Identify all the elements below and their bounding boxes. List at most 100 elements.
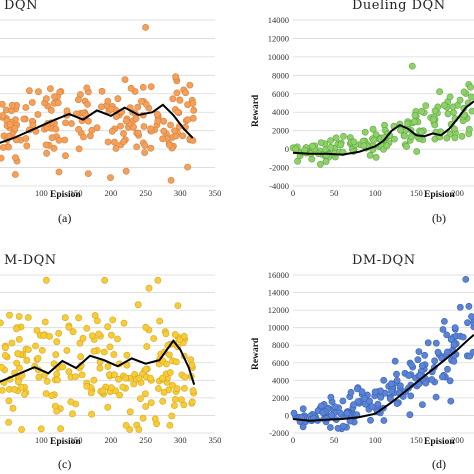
panel-a-data-point [134,103,142,111]
panel-a-caption: (a) [58,211,71,225]
panel-b-data-point [350,138,358,146]
panel-d-data-point [290,409,298,417]
panel-b-y-ticks: -4000 -2000 0 2000 4000 6000 8000 10000 12000 140… [268,15,289,191]
panel-b-data-point [366,151,374,159]
panel-c-data-point [135,374,143,382]
panel-b-x-tick-label: 100 [369,188,382,198]
panel-a-data-point [189,137,197,144]
panel-a-data-point [84,170,92,177]
panel-d-data-point [459,333,467,341]
panel-b-data-point [468,93,474,101]
panel-c-data-point [8,339,16,347]
panel-c-data-point [109,316,117,324]
panel-a-data-point [167,121,174,129]
panel-b-y-tick-label: 12000 [268,33,289,43]
panel-b-data-point [446,93,454,101]
panel-c-data-point [43,276,50,284]
panel-b-data-point [467,83,474,91]
panel-a-data-point [0,154,5,162]
panel-a-data-point [87,132,94,140]
panel-d-data-point [377,387,384,395]
panel-a-data-point [11,171,19,178]
panel-a-data-point [35,88,42,96]
panel-c-data-point [21,390,28,398]
panel-d-title: DM-DQN [352,253,416,268]
panel-d-data-point [327,393,335,401]
panel-b-x-tick-label: 0 [291,188,295,198]
panel-d-data-point [450,341,458,348]
panel-c-data-point [0,363,5,371]
panel-c-x-tick-label: 100 [35,435,48,445]
panel-d-y-tick-label: 14000 [268,288,289,298]
panel-c-data-point [142,366,150,373]
panel-d-x-tick-label: 0 [291,435,295,445]
panel-a-data-point [111,138,118,146]
panel-b-data-point [337,141,345,149]
panel-c: M-DQN 100 150 200 250 300 350 Epision (c) [0,253,221,471]
panel-b-y-tick-label: 14000 [268,15,289,25]
panel-a-data-point [75,145,83,153]
panel-c-data-point [174,302,182,309]
panel-d-data-point [387,380,395,388]
panel-c-data-point [6,311,13,319]
panel-a-data-point [28,99,36,106]
panel-b-caption: (b) [432,211,446,225]
panel-c-data-point [147,399,155,406]
panel-b-data-point [431,121,439,129]
panel-c-data-point [123,351,131,359]
panel-c-data-point [88,410,95,418]
panel-a-data-point [22,135,30,142]
panel-c-x-tick-label: 300 [174,435,187,445]
panel-b-y-tick-label: 6000 [272,89,289,99]
panel-a-x-tick-label: 250 [139,188,152,198]
panel-d-data-point [422,379,430,387]
panel-c-data-point [32,342,39,350]
panel-c-data-point [24,314,32,321]
panel-a-data-point [120,130,127,137]
panel-b-data-point [417,128,425,136]
panel-c-data-point [172,358,180,366]
panel-c-data-point [181,373,189,381]
panel-d-x-tick-label: 200 [451,435,464,445]
panel-c-data-point [171,331,179,338]
panel-a-data-point [147,83,155,90]
panel-d-data-point [380,376,388,384]
panel-b-data-point [309,142,316,150]
panel-c-title: M-DQN [4,253,57,268]
panel-c-data-point [154,385,162,392]
panel-c-x-tick-label: 350 [209,435,222,445]
panel-b-data-point [317,139,325,146]
panel-a-data-point [83,84,91,92]
panel-c-data-point [91,312,99,319]
panel-b-x-tick-label: 50 [330,188,339,198]
panel-a-data-point [133,143,140,151]
panel-a-data-point [127,84,135,92]
panel-d-data-point [377,393,385,401]
panel-a-data-point [104,138,112,146]
panel-b-x-tick-label: 200 [451,188,464,198]
panel-c-data-point [10,385,18,393]
panel-c-data-point [189,387,197,395]
panel-a-data-point [25,87,33,95]
panel-b-data-point [390,135,398,143]
panel-c-data-point [101,276,109,284]
panel-a-x-tick-label: 200 [104,188,117,198]
panel-b-data-point [422,102,430,109]
panel-c-data-point [139,414,147,422]
panel-a-data-point [62,119,69,127]
panel-d-data-point [447,336,455,343]
panel-a-data-point [142,101,150,108]
panel-a-data-point [122,117,130,125]
panel-d-data-point [464,319,471,327]
panel-a-data-point [47,106,55,114]
panel-b-data-point [372,153,380,161]
panel-c-caption: (c) [58,457,71,471]
panel-a-data-point [62,152,69,160]
panel-c-data-point [108,331,115,339]
panel-d-data-point [358,388,366,396]
panel-c-data-point [5,418,13,426]
panel-c-data-point [65,323,73,331]
panel-d-data-point [319,409,327,416]
panel-c-data-point [54,376,61,384]
